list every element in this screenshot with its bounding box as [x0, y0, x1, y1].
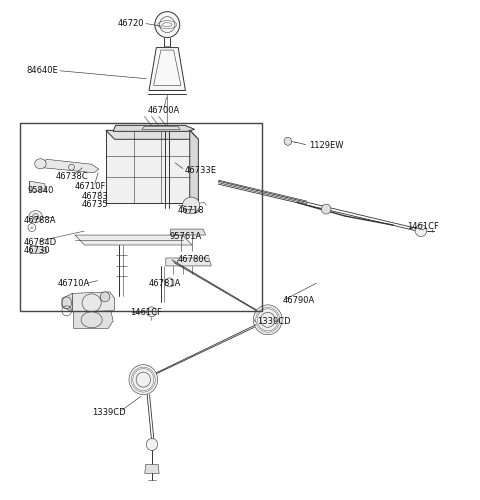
Ellipse shape [155, 12, 180, 38]
Text: 1461CF: 1461CF [408, 222, 439, 230]
Bar [20, 123, 262, 311]
Text: 46790A: 46790A [283, 296, 315, 306]
Ellipse shape [147, 307, 156, 317]
Text: 95840: 95840 [27, 186, 53, 194]
Text: 46700A: 46700A [147, 106, 180, 115]
Polygon shape [113, 126, 194, 132]
Text: 46784D: 46784D [24, 238, 57, 247]
Ellipse shape [129, 364, 157, 394]
Text: 1339CD: 1339CD [257, 318, 290, 326]
Ellipse shape [35, 159, 46, 168]
Text: 1129EW: 1129EW [310, 141, 344, 150]
Polygon shape [142, 126, 180, 130]
Text: 84640E: 84640E [26, 66, 58, 75]
Polygon shape [43, 160, 99, 172]
Text: 46783: 46783 [82, 192, 109, 200]
Polygon shape [62, 294, 72, 312]
Text: 46710A: 46710A [57, 280, 89, 288]
Ellipse shape [253, 305, 282, 335]
Ellipse shape [322, 204, 331, 214]
Text: 46738C: 46738C [56, 172, 88, 180]
Text: 1339CD: 1339CD [92, 408, 125, 416]
Ellipse shape [146, 438, 157, 450]
Polygon shape [75, 235, 192, 245]
Text: 46710F: 46710F [75, 182, 106, 191]
Ellipse shape [29, 210, 42, 222]
Ellipse shape [415, 224, 427, 236]
Polygon shape [73, 311, 113, 328]
Polygon shape [72, 292, 115, 314]
Text: 46781A: 46781A [149, 280, 181, 288]
Text: 46718: 46718 [178, 206, 204, 214]
Text: 1461CF: 1461CF [130, 308, 162, 318]
Text: 46730: 46730 [24, 246, 50, 256]
Polygon shape [170, 229, 205, 235]
Text: 95761A: 95761A [169, 232, 202, 240]
Text: 46733E: 46733E [185, 166, 217, 174]
Polygon shape [185, 209, 194, 213]
Polygon shape [149, 48, 185, 90]
Text: 46788A: 46788A [24, 216, 56, 224]
Text: 46720: 46720 [118, 18, 144, 28]
Polygon shape [106, 130, 198, 140]
Ellipse shape [284, 138, 292, 145]
Ellipse shape [100, 292, 110, 302]
Polygon shape [106, 130, 190, 202]
Polygon shape [30, 245, 46, 254]
Ellipse shape [182, 197, 200, 213]
Text: 46780C: 46780C [178, 256, 210, 264]
Polygon shape [145, 464, 159, 473]
Polygon shape [29, 181, 46, 191]
Text: 46735: 46735 [82, 200, 108, 209]
Polygon shape [190, 130, 198, 212]
Polygon shape [166, 258, 211, 266]
